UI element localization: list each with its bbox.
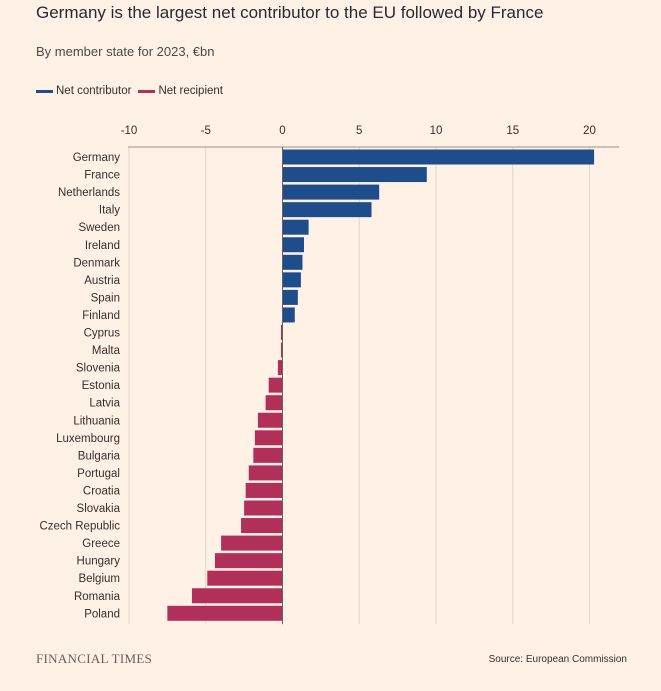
category-label: Greece <box>82 538 120 550</box>
bar-austria <box>282 272 301 288</box>
bar-romania <box>191 588 283 604</box>
category-label: Austria <box>84 275 120 287</box>
bar-italy <box>282 202 372 218</box>
category-label: Slovenia <box>76 363 121 375</box>
x-tick-label: 15 <box>506 125 519 137</box>
bar-denmark <box>282 254 303 270</box>
chart-title: Germany is the largest net contributor t… <box>36 3 544 22</box>
legend-label-net-contributor: Net contributor <box>56 85 132 97</box>
category-label: Finland <box>82 310 120 322</box>
bar-poland <box>167 605 283 621</box>
bar-portugal <box>248 465 283 481</box>
category-label: Cyprus <box>84 328 121 340</box>
bar-slovakia <box>244 500 283 516</box>
legend: Net contributor Net recipient <box>36 85 230 97</box>
x-tick-label: 10 <box>430 125 443 137</box>
category-label: Sweden <box>78 222 120 234</box>
category-label: Germany <box>73 152 121 164</box>
ft-logo: FINANCIAL TIMES <box>36 651 153 666</box>
bar-belgium <box>207 570 283 586</box>
x-tick-label: -10 <box>121 125 138 137</box>
legend-label-net-recipient: Net recipient <box>158 85 223 97</box>
category-label: Croatia <box>83 485 121 497</box>
source-note: Source: European Commission <box>488 654 627 665</box>
chart-subtitle: By member state for 2023, €bn <box>36 44 215 59</box>
bar-lithuania <box>257 412 283 428</box>
bar-chart: -10 -5 0 5 10 15 20 Germany France Netherlands Ita… <box>39 125 619 625</box>
bar-ireland <box>282 237 304 253</box>
bar-sweden <box>282 219 309 235</box>
bar-slovenia <box>277 360 283 376</box>
bar-luxembourg <box>254 430 283 446</box>
category-label: Bulgaria <box>78 450 121 462</box>
legend-swatch-net-contributor <box>36 89 53 93</box>
category-label: Italy <box>99 205 120 217</box>
bar-netherlands <box>282 184 380 200</box>
bar-czech-republic <box>241 518 283 534</box>
category-label: Ireland <box>85 240 120 252</box>
category-label: Netherlands <box>58 187 120 199</box>
bar-estonia <box>268 377 283 393</box>
legend-swatch-net-recipient <box>138 89 156 93</box>
category-label: Belgium <box>78 573 120 585</box>
bar-cyprus <box>280 325 283 340</box>
x-tick-label: 20 <box>583 125 596 137</box>
bar-france <box>282 167 427 183</box>
bar-bulgaria <box>253 447 283 463</box>
x-tick-label: 5 <box>356 125 362 137</box>
category-label: Malta <box>92 345 121 357</box>
category-label: Denmark <box>73 257 120 269</box>
category-label: Spain <box>91 292 120 304</box>
legend-item-net-contributor: Net contributor <box>36 85 131 97</box>
category-label: Czech Republic <box>39 521 120 533</box>
x-tick-label: -5 <box>201 125 211 137</box>
bar-croatia <box>245 482 283 498</box>
category-label: Slovakia <box>77 503 121 515</box>
bar-germany <box>282 149 595 165</box>
category-label: France <box>84 170 120 182</box>
x-tick-label: 0 <box>279 125 285 137</box>
bar-finland <box>282 307 295 323</box>
bar-malta <box>280 342 283 358</box>
legend-item-net-recipient: Net recipient <box>138 85 223 97</box>
category-label: Portugal <box>77 468 120 480</box>
category-label: Hungary <box>77 556 121 568</box>
category-label: Romania <box>74 591 121 603</box>
bar-greece <box>221 535 283 551</box>
category-label: Poland <box>84 608 120 620</box>
bar-hungary <box>214 553 283 569</box>
bar-latvia <box>265 395 283 411</box>
category-label: Estonia <box>82 380 121 392</box>
bar-spain <box>282 289 298 305</box>
category-label: Luxembourg <box>56 433 120 445</box>
category-label: Latvia <box>89 398 120 410</box>
category-label: Lithuania <box>73 415 120 427</box>
